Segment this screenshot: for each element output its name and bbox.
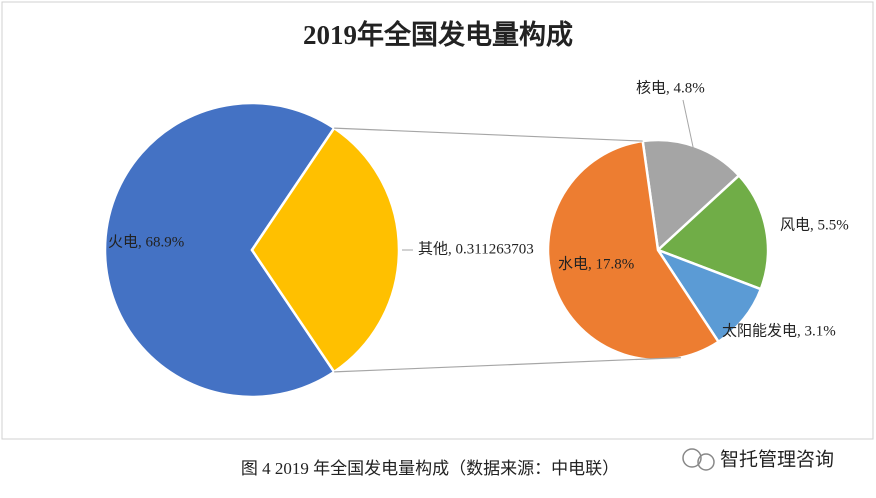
pie-slice — [546, 139, 721, 362]
caption: 图 4 2019 年全国发电量构成（数据来源：中电联） — [241, 459, 619, 478]
chart-title: 2019年全国发电量构成 — [303, 19, 573, 50]
pie-slice — [641, 138, 741, 253]
connector-line — [334, 356, 681, 373]
pie-slice — [655, 173, 770, 291]
data-label: 太阳能发电, 3.1% — [722, 322, 836, 339]
data-label: 核电, 4.8% — [636, 79, 705, 96]
data-label: 水电, 17.8% — [558, 255, 634, 272]
data-label: 火电, 68.9% — [108, 233, 184, 250]
leader-line — [682, 99, 695, 151]
data-label: 风电, 5.5% — [780, 216, 849, 233]
data-label: 其他, 0.311263703 — [418, 240, 534, 257]
watermark-icon — [682, 448, 715, 471]
watermark: 智托管理咨询 — [720, 449, 834, 471]
pie-slice — [250, 126, 401, 374]
connector-line — [334, 127, 643, 142]
pie-slice — [103, 101, 336, 399]
